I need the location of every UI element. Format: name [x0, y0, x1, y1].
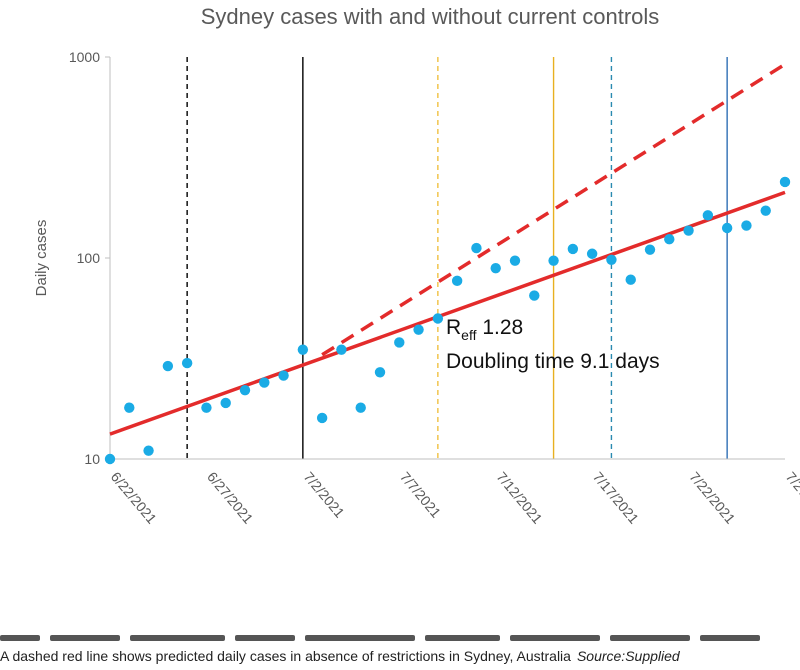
chart-title: Sydney cases with and without current co…	[201, 4, 660, 29]
x-tick-label-4: 7/12/2021	[493, 469, 545, 527]
y-axis-label: Daily cases	[33, 220, 50, 297]
data-point-22	[529, 290, 540, 301]
data-point-8	[259, 377, 270, 388]
data-point-11	[316, 412, 328, 424]
doubling-time-annotation: Doubling time 9.1 days	[446, 350, 660, 373]
data-point-21	[509, 255, 521, 266]
data-points	[104, 176, 791, 465]
x-tick-label-0: 6/22/2021	[108, 469, 160, 527]
trend-lines	[109, 62, 786, 436]
data-point-24	[567, 243, 579, 255]
data-point-16	[413, 324, 424, 335]
data-point-5	[201, 402, 212, 413]
caption-source: Source:Supplied	[576, 648, 680, 664]
reff-annotation: Reff 1.28	[446, 316, 523, 343]
reff-symbol: R	[446, 316, 461, 339]
y-tick-labels: 10 100 1000	[69, 49, 100, 467]
x-tick-label-3: 7/7/2021	[397, 469, 444, 521]
data-point-25	[586, 248, 598, 259]
data-point-9	[278, 370, 289, 381]
data-point-28	[644, 244, 656, 255]
data-point-34	[760, 205, 771, 216]
reff-subscript: eff	[461, 327, 476, 343]
caption-text: A dashed red line shows predicted daily …	[0, 648, 571, 664]
data-point-7	[239, 384, 251, 396]
y-tick-label-1: 100	[77, 250, 101, 266]
y-tick-label-0: 10	[84, 451, 100, 467]
data-point-33	[741, 220, 752, 231]
data-point-13	[355, 402, 366, 413]
reff-value: 1.28	[476, 316, 523, 339]
x-tick-labels: 6/22/2021 6/27/2021 7/2/2021 7/7/2021 7/12/2…	[108, 469, 800, 527]
data-point-1	[124, 402, 135, 413]
data-point-15	[394, 337, 405, 348]
data-point-4	[181, 357, 193, 369]
data-point-18	[451, 275, 463, 287]
data-point-23	[548, 255, 559, 266]
x-tick-label-2: 7/2/2021	[301, 469, 348, 521]
data-point-10	[297, 344, 309, 355]
data-point-3	[162, 360, 174, 372]
data-point-32	[721, 222, 733, 234]
data-point-27	[625, 274, 636, 285]
chart: Sydney cases with and without current co…	[33, 4, 800, 527]
data-point-19	[471, 242, 482, 254]
x-tick-label-6: 7/22/2021	[686, 469, 738, 527]
data-point-30	[683, 225, 694, 236]
vertical-reference-lines	[186, 57, 728, 459]
data-point-12	[336, 344, 347, 355]
data-point-2	[143, 445, 154, 456]
data-point-6	[220, 397, 231, 409]
data-point-0	[104, 453, 116, 465]
x-tick-label-5: 7/17/2021	[590, 469, 642, 527]
data-point-26	[606, 254, 617, 265]
data-point-20	[490, 262, 501, 274]
data-point-29	[664, 234, 675, 245]
data-point-14	[374, 367, 386, 378]
y-tick-label-2: 1000	[69, 49, 100, 65]
data-point-35	[779, 176, 791, 188]
cropped-legend-text	[0, 628, 800, 642]
x-tick-label-1: 6/27/2021	[204, 469, 256, 527]
data-point-31	[702, 210, 714, 221]
image-caption: A dashed red line shows predicted daily …	[0, 648, 800, 670]
x-tick-label-7: 7/27/2021	[783, 469, 800, 527]
data-point-17	[432, 313, 444, 324]
trend-line-with-controls	[109, 190, 786, 436]
